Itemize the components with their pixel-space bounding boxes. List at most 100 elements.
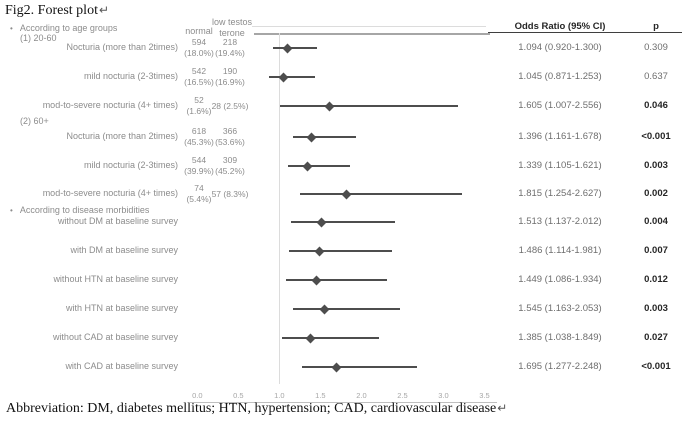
odds-ratio-diamond-marker [311, 275, 322, 285]
x-tick-label: 1.0 [274, 391, 285, 400]
x-tick-label: 2.5 [397, 391, 408, 400]
header-rule-dark [254, 33, 490, 35]
odds-ratio-diamond-marker [341, 189, 352, 199]
section-heading: • According to age groups [10, 23, 117, 34]
p-value: 0.003 [644, 303, 668, 314]
row-label: mod-to-severe nocturia (4+ times) [42, 188, 178, 198]
odds-ratio-value: 1.396 (1.161-1.678) [518, 131, 602, 142]
figure-title-text: Fig2. Forest plot [5, 3, 98, 18]
confidence-interval-line [279, 105, 459, 107]
odds-ratio-value: 1.545 (1.163-2.053) [518, 303, 602, 314]
confidence-interval-line [290, 221, 396, 223]
row-label: mod-to-severe nocturia (4+ times) [42, 100, 178, 110]
count-cell: 218 (19.4%) [215, 37, 245, 58]
odds-ratio-value: 1.339 (1.105-1.621) [518, 160, 602, 171]
return-mark-icon: ↵ [98, 3, 110, 17]
confidence-interval-line [292, 136, 356, 138]
count-cell: 190 (16.9%) [215, 66, 245, 87]
confidence-interval-line [300, 193, 462, 195]
section-heading-label: According to age groups [19, 23, 118, 33]
count-cell: 57 (8.3%) [211, 189, 249, 199]
count-cell: 74 (5.4%) [186, 183, 212, 204]
count-cell: 366 (53.6%) [215, 126, 245, 147]
count-cell: 544 (39.9%) [184, 155, 214, 176]
p-value: 0.007 [644, 245, 668, 256]
row-label: Nocturia (more than 2times) [66, 131, 178, 141]
x-tick-label: 0.0 [192, 391, 203, 400]
x-tick-label: 0.5 [233, 391, 244, 400]
confidence-interval-line [302, 366, 418, 368]
odds-ratio-header-underline [488, 32, 682, 33]
count-cell: 594 (18.0%) [184, 37, 214, 58]
abbreviation-text: Abbreviation: DM, diabetes mellitus; HTN… [6, 401, 497, 416]
count-cell: 28 (2.5%) [211, 101, 249, 111]
section-heading: (1) 20-60 [20, 33, 57, 44]
confidence-interval-line [286, 279, 387, 281]
x-tick-label: 1.5 [315, 391, 326, 400]
normal-column-header: normal [185, 26, 213, 36]
bullet-icon: • [10, 24, 13, 33]
confidence-interval-line [268, 76, 315, 78]
row-label: mild nocturia (2-3times) [83, 71, 178, 81]
p-column-header: p [653, 21, 659, 32]
x-tick-label: 3.5 [479, 391, 490, 400]
odds-ratio-diamond-marker [282, 43, 293, 53]
figure-title: Fig2. Forest plot↵ [5, 3, 109, 19]
low-testosterone-column-header: low testos terone [201, 17, 263, 39]
p-value: 0.027 [644, 332, 668, 343]
odds-ratio-value: 1.513 (1.137-2.012) [518, 216, 602, 227]
p-value: 0.002 [644, 188, 668, 199]
odds-ratio-column-header: Odds Ratio (95% CI) [514, 21, 606, 32]
p-value: <0.001 [641, 131, 671, 142]
odds-ratio-value: 1.605 (1.007-2.556) [518, 100, 602, 111]
row-label: with CAD at baseline survey [65, 361, 178, 371]
low-testosterone-header-line2: terone [219, 28, 245, 38]
count-cell: 542 (16.5%) [184, 66, 214, 87]
odds-ratio-value: 1.815 (1.254-2.627) [518, 188, 602, 199]
section-heading: (2) 60+ [20, 116, 49, 127]
confidence-interval-line [288, 250, 392, 252]
p-value: 0.004 [644, 216, 668, 227]
confidence-interval-line [272, 47, 318, 49]
count-cell: 52 (1.6%) [186, 95, 212, 116]
odds-ratio-value: 1.449 (1.086-1.934) [518, 274, 602, 285]
abbreviation-note: Abbreviation: DM, diabetes mellitus; HTN… [6, 401, 507, 417]
p-value: 0.309 [644, 42, 668, 53]
header-rule-light [252, 26, 486, 27]
odds-ratio-diamond-marker [314, 246, 325, 256]
x-tick-label: 2.0 [356, 391, 367, 400]
section-heading: • According to disease morbidities [10, 205, 149, 216]
odds-ratio-diamond-marker [316, 217, 327, 227]
row-label: mild nocturia (2-3times) [83, 160, 178, 170]
odds-ratio-diamond-marker [302, 161, 313, 171]
confidence-interval-line [287, 165, 350, 167]
p-value: 0.637 [644, 71, 668, 82]
row-label: without DM at baseline survey [57, 216, 178, 226]
p-value: 0.046 [644, 100, 668, 111]
odds-ratio-value: 1.695 (1.277-2.248) [518, 361, 602, 372]
odds-ratio-value: 1.486 (1.114-1.981) [518, 245, 602, 256]
p-value: 0.003 [644, 160, 668, 171]
confidence-interval-line [282, 337, 379, 339]
row-label: with HTN at baseline survey [65, 303, 178, 313]
odds-ratio-diamond-marker [306, 132, 317, 142]
odds-ratio-diamond-marker [324, 101, 334, 111]
p-value: 0.012 [644, 274, 668, 285]
section-heading-label: According to disease morbidities [19, 205, 150, 215]
odds-ratio-value: 1.385 (1.038-1.849) [518, 332, 602, 343]
row-label: without HTN at baseline survey [53, 274, 178, 284]
count-cell: 618 (45.3%) [184, 126, 214, 147]
return-mark-icon: ↵ [497, 401, 508, 415]
bullet-icon: • [10, 206, 13, 215]
odds-ratio-diamond-marker [331, 362, 342, 372]
section-heading-label: (1) 20-60 [20, 33, 57, 43]
section-heading-label: (2) 60+ [20, 116, 49, 126]
odds-ratio-diamond-marker [305, 333, 316, 343]
confidence-interval-line [292, 308, 400, 310]
odds-ratio-diamond-marker [319, 304, 330, 314]
row-label: without CAD at baseline survey [52, 332, 178, 342]
row-label: with DM at baseline survey [70, 245, 178, 255]
p-value: <0.001 [641, 361, 671, 372]
odds-ratio-value: 1.045 (0.871-1.253) [518, 71, 602, 82]
